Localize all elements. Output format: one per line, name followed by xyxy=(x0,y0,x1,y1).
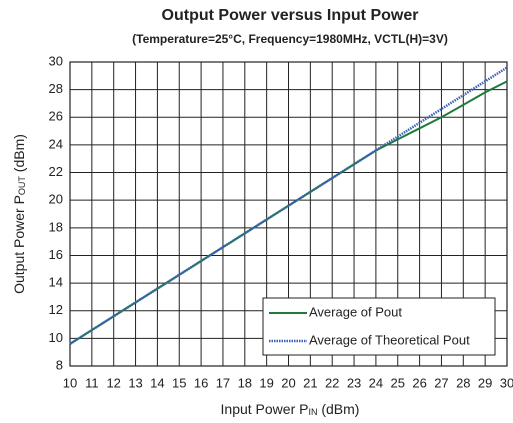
x-tick-label: 29 xyxy=(478,375,492,390)
x-label-text: Input Power P xyxy=(221,401,309,417)
x-tick-label: 18 xyxy=(238,375,252,390)
x-tick-label: 13 xyxy=(128,375,142,390)
x-tick-label: 25 xyxy=(391,375,405,390)
x-tick-label: 19 xyxy=(259,375,273,390)
y-tick-label: 14 xyxy=(49,275,63,290)
y-tick-label: 12 xyxy=(49,302,63,317)
y-tick-label: 24 xyxy=(49,136,63,151)
x-tick-label: 28 xyxy=(456,375,470,390)
x-tick-label: 22 xyxy=(325,375,339,390)
x-label-sub: IN xyxy=(308,407,317,417)
x-tick-label: 11 xyxy=(85,375,99,390)
legend: Average of Pout Average of Theoretical Po… xyxy=(262,297,496,356)
y-tick-label: 10 xyxy=(49,330,63,345)
y-tick-label: 30 xyxy=(49,53,63,68)
y-tick-label: 28 xyxy=(49,81,63,96)
x-tick-label: 14 xyxy=(150,375,164,390)
x-tick-label: 17 xyxy=(216,375,230,390)
x-tick-label: 23 xyxy=(347,375,361,390)
y-tick-label: 26 xyxy=(49,109,63,124)
y-label-text: Output Power P xyxy=(11,195,27,294)
legend-box xyxy=(262,297,496,356)
x-tick-label: 26 xyxy=(412,375,426,390)
x-tick-label: 20 xyxy=(281,375,295,390)
x-tick-label: 27 xyxy=(434,375,448,390)
x-axis-label: Input Power PIN (dBm) xyxy=(221,401,360,418)
legend-label: Average of Theoretical Pout xyxy=(309,332,470,347)
x-tick-label: 30 xyxy=(500,375,513,390)
x-tick-label: 15 xyxy=(172,375,186,390)
x-tick-label: 16 xyxy=(194,375,208,390)
legend-label: Average of Pout xyxy=(309,304,402,319)
x-label-suffix: (dBm) xyxy=(317,401,359,417)
chart-subtitle: (Temperature=25°C, Frequency=1980MHz, VC… xyxy=(132,32,448,46)
y-tick-label: 8 xyxy=(56,357,63,372)
y-tick-label: 16 xyxy=(49,247,63,262)
x-tick-label: 12 xyxy=(106,375,120,390)
y-tick-label: 20 xyxy=(49,192,63,207)
y-axis-label: Output Power POUT (dBm) xyxy=(11,134,28,294)
series-line xyxy=(69,66,508,345)
chart-title: Output Power versus Input Power xyxy=(162,7,419,24)
y-tick-label: 18 xyxy=(49,219,63,234)
y-tick-label: 22 xyxy=(49,164,63,179)
y-label-sub: OUT xyxy=(17,176,27,196)
x-tick-label: 21 xyxy=(303,375,317,390)
x-tick-label: 24 xyxy=(369,375,383,390)
x-tick-label: 10 xyxy=(63,375,77,390)
y-label-suffix: (dBm) xyxy=(11,134,27,176)
plot-frame xyxy=(69,61,508,367)
